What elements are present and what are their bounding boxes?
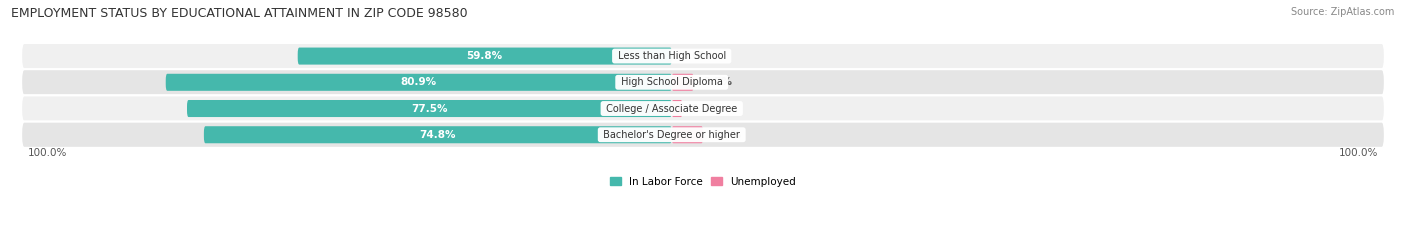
FancyBboxPatch shape bbox=[298, 48, 672, 65]
Text: 0.0%: 0.0% bbox=[681, 51, 710, 61]
Text: College / Associate Degree: College / Associate Degree bbox=[603, 103, 741, 113]
Text: EMPLOYMENT STATUS BY EDUCATIONAL ATTAINMENT IN ZIP CODE 98580: EMPLOYMENT STATUS BY EDUCATIONAL ATTAINM… bbox=[11, 7, 468, 20]
Text: Less than High School: Less than High School bbox=[614, 51, 728, 61]
FancyBboxPatch shape bbox=[672, 100, 682, 117]
FancyBboxPatch shape bbox=[21, 43, 1385, 69]
Text: 80.9%: 80.9% bbox=[401, 77, 437, 87]
Text: 77.5%: 77.5% bbox=[411, 103, 447, 113]
Text: 100.0%: 100.0% bbox=[1339, 148, 1378, 158]
FancyBboxPatch shape bbox=[166, 74, 672, 91]
Text: Source: ZipAtlas.com: Source: ZipAtlas.com bbox=[1291, 7, 1395, 17]
Legend: In Labor Force, Unemployed: In Labor Force, Unemployed bbox=[610, 177, 796, 187]
FancyBboxPatch shape bbox=[672, 74, 693, 91]
FancyBboxPatch shape bbox=[204, 126, 672, 143]
Text: 5.0%: 5.0% bbox=[713, 130, 741, 140]
FancyBboxPatch shape bbox=[21, 122, 1385, 148]
Text: High School Diploma: High School Diploma bbox=[617, 77, 725, 87]
Text: 1.7%: 1.7% bbox=[692, 103, 721, 113]
Text: 3.5%: 3.5% bbox=[703, 77, 733, 87]
FancyBboxPatch shape bbox=[672, 126, 703, 143]
Text: 59.8%: 59.8% bbox=[467, 51, 503, 61]
FancyBboxPatch shape bbox=[187, 100, 672, 117]
Text: 100.0%: 100.0% bbox=[28, 148, 67, 158]
Text: 74.8%: 74.8% bbox=[419, 130, 456, 140]
FancyBboxPatch shape bbox=[21, 69, 1385, 95]
FancyBboxPatch shape bbox=[21, 95, 1385, 122]
Text: Bachelor's Degree or higher: Bachelor's Degree or higher bbox=[600, 130, 744, 140]
